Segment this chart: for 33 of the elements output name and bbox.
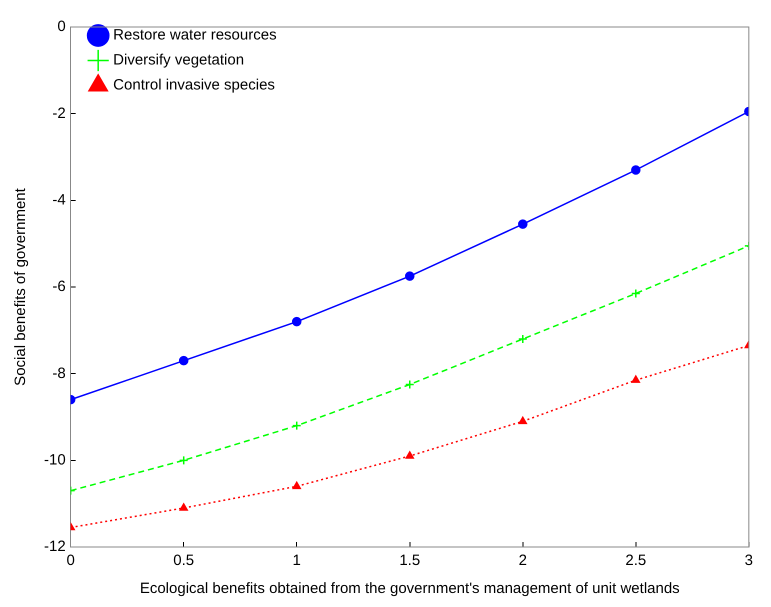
y-tick-label: -2 [52,104,66,122]
point [178,456,188,466]
point [292,420,302,430]
point [292,316,302,326]
point [406,451,414,459]
x-tick-label: 3 [744,552,753,570]
point [632,375,640,383]
point [631,165,641,175]
x-tick-label: 0.5 [173,552,194,570]
y-axis-title: Social benefits of government [12,187,30,386]
point [179,503,188,511]
legend-label: Diversify vegetation [113,52,244,69]
x-axis-title: Ecological benefits obtained from the government's management of unit wetlands [140,580,680,598]
x-tick-label: 2.5 [625,552,646,570]
y-tick-label: -8 [52,364,66,382]
x-tick-label: 2 [518,552,527,570]
point [178,356,188,366]
y-tick-label: -4 [52,191,66,208]
point [518,219,528,229]
point [292,482,301,490]
point [518,416,527,424]
legend-label: Restore water resources [113,26,277,44]
y-tick-label: 0 [57,18,66,36]
y-tick-label: -10 [44,451,66,468]
y-tick-label: -6 [52,278,66,296]
point [518,334,528,344]
legend-label: Control invasive species [113,76,275,94]
point [405,380,415,390]
point [405,271,415,281]
point [631,288,641,298]
x-tick-label: 1 [292,552,301,570]
y-tick-label: -12 [44,538,66,556]
x-tick-label: 1.5 [399,552,420,570]
